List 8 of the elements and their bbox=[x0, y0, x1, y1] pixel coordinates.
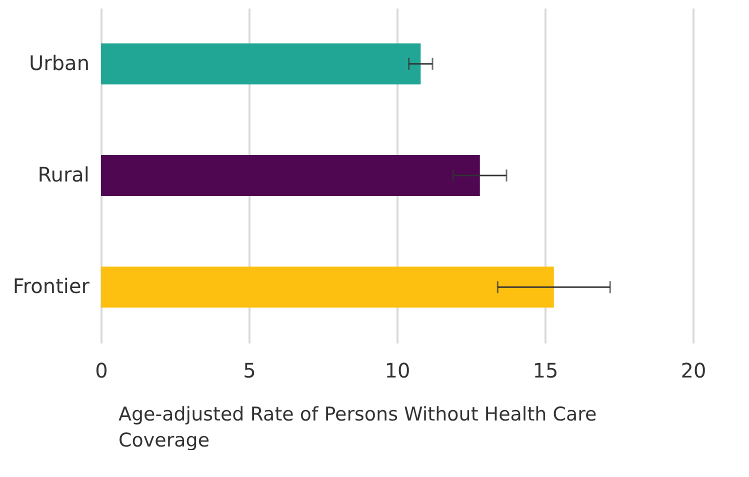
y-tick-label: Frontier bbox=[12, 274, 90, 298]
x-tick-label: 0 bbox=[95, 358, 108, 382]
x-tick-label: 20 bbox=[680, 358, 706, 382]
y-tick-label: Urban bbox=[29, 50, 90, 75]
x-tick-label: 5 bbox=[243, 358, 256, 382]
y-tick-label: Rural bbox=[38, 162, 90, 186]
x-tick-label: 10 bbox=[384, 358, 410, 382]
x-tick-label: 15 bbox=[532, 358, 558, 382]
